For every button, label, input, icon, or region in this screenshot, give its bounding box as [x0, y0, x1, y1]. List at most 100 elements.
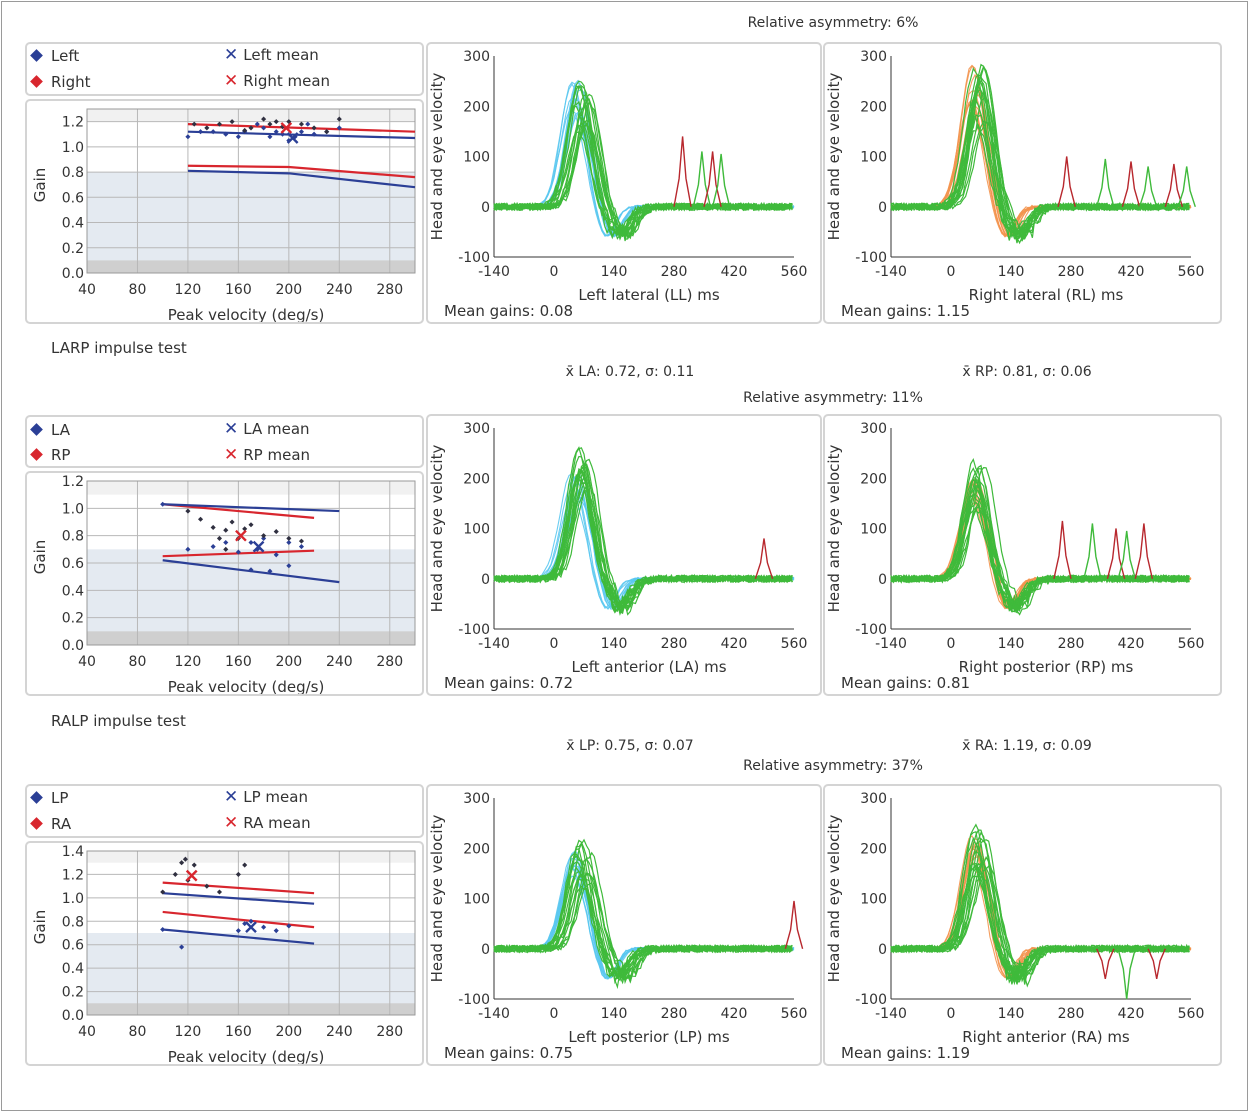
head-velocity-trace [493, 472, 795, 610]
x-tick-label: 240 [326, 282, 353, 298]
y-tick-label: 0.2 [62, 241, 84, 257]
y-tick-label: 0 [481, 572, 490, 588]
y-tick-label: 200 [860, 99, 887, 115]
data-point [191, 862, 197, 868]
eye-velocity-trace [890, 864, 1190, 982]
y-axis-label: Gain [31, 910, 49, 945]
saccade-trace [1177, 166, 1196, 208]
data-point [273, 529, 279, 535]
x-tick-label: 560 [1178, 636, 1205, 652]
head-velocity-trace [890, 494, 1192, 610]
x-tick-label: 560 [781, 636, 808, 652]
x-tick-label: 0 [947, 1006, 956, 1022]
mean-marker [252, 540, 265, 553]
section-label-larp: LARP impulse test [51, 339, 187, 357]
y-tick-label: 100 [860, 522, 887, 538]
x-tick-label: 280 [376, 282, 403, 298]
eye-velocity-trace [493, 488, 793, 611]
data-point [286, 535, 292, 541]
eye-velocity-trace [493, 885, 793, 985]
eye-velocity-trace [493, 105, 793, 240]
gain-panel-row1: 40 80 120 160 200 240 280 0.0 0.2 0.4 0.6 0.8 1.0 1.2… [25, 99, 424, 324]
normal-band-blue [162, 503, 340, 513]
x-tick-label: 140 [601, 264, 628, 280]
low-gain-region [87, 260, 415, 273]
x-tick-label: 140 [998, 264, 1025, 280]
x-tick-label: 0 [550, 1006, 559, 1022]
y-tick-label: 300 [860, 791, 887, 807]
eye-velocity-trace [890, 476, 1190, 612]
x-axis-label: Peak velocity (deg/s) [168, 1048, 325, 1064]
stats-left-row2: x̄ LA: 0.72, σ: 0.11 [565, 364, 695, 380]
abnormal-gain-region [87, 933, 415, 1015]
x-tick-label: 0 [947, 264, 956, 280]
x-tick-label: 280 [1058, 1006, 1085, 1022]
y-axis-label: Head and eye velocity [825, 815, 843, 983]
saccade-trace [1096, 158, 1115, 207]
y-tick-label: 0.0 [62, 266, 84, 282]
saccade-trace [1083, 523, 1102, 579]
y-axis-label: Head and eye velocity [825, 73, 843, 241]
head-velocity-trace [493, 486, 795, 610]
legend-row3: LP RA ✕ LP mean ✕ RA mean [25, 784, 424, 838]
head-velocity-trace [493, 476, 795, 609]
y-tick-label: 200 [463, 841, 490, 857]
head-velocity-trace [890, 501, 1192, 610]
plot-border [86, 108, 416, 274]
data-point [242, 862, 248, 868]
eye-velocity-trace [493, 873, 793, 979]
y-tick-label: 0.4 [62, 961, 84, 977]
velocity-trace-chart: -100 0 100 200 300 -140 0 140 280 420 560 Right lat… [825, 49, 1204, 320]
x-axis-label: Right anterior (RA) ms [962, 1028, 1130, 1046]
eye-velocity-trace [493, 458, 793, 616]
x-tick-label: -140 [478, 264, 510, 280]
legend-mean-a: ✕ LP mean [224, 787, 308, 807]
y-tick-label: 0.0 [62, 638, 84, 654]
mean-marker [245, 921, 257, 933]
y-axis-label: Head and eye velocity [428, 73, 446, 241]
red-x-icon: ✕ [224, 813, 239, 833]
eye-velocity-trace [493, 481, 793, 612]
data-point [197, 516, 204, 522]
x-tick-label: 200 [275, 282, 302, 298]
eye-velocity-trace [493, 478, 793, 614]
head-velocity-trace [890, 856, 1192, 979]
gain-panel-row2: 40 80 120 160 200 240 280 0.0 0.2 0.4 0.6 0.8 1.0 1.2… [25, 471, 424, 696]
y-tick-label: 0 [481, 200, 490, 216]
data-point [235, 134, 241, 140]
trace-panel-row2-right: -100 0 100 200 300 -140 0 140 280 420 560 Right pos… [823, 414, 1222, 696]
saccade-trace [1117, 530, 1136, 579]
x-tick-label: 560 [1178, 1006, 1205, 1022]
mean-marker [235, 529, 247, 542]
head-velocity-trace [493, 875, 795, 979]
data-point [197, 129, 204, 135]
red-diamond-icon [30, 448, 43, 461]
y-tick-label: 300 [463, 421, 490, 437]
data-point [216, 535, 223, 541]
y-tick-label: 300 [463, 49, 490, 65]
head-velocity-trace [493, 496, 795, 609]
eye-velocity-trace [890, 870, 1190, 983]
y-tick-label: 1.0 [62, 891, 84, 907]
blue-x-icon: ✕ [224, 45, 239, 65]
eye-velocity-trace [890, 875, 1190, 986]
eye-velocity-trace [493, 873, 793, 983]
y-tick-label: -100 [855, 992, 887, 1008]
x-tick-label: 160 [225, 1024, 252, 1040]
x-axis-label: Left posterior (LP) ms [568, 1028, 730, 1046]
x-tick-label: 80 [129, 282, 147, 298]
eye-velocity-trace [493, 464, 793, 616]
data-point [311, 125, 317, 131]
eye-velocity-trace [493, 469, 793, 613]
eye-velocity-trace [890, 479, 1190, 612]
blue-diamond-icon [30, 49, 43, 62]
y-tick-label: 0.4 [62, 216, 84, 232]
y-tick-label: 0.2 [62, 985, 84, 1001]
eye-velocity-trace [890, 829, 1190, 983]
x-tick-label: 0 [550, 636, 559, 652]
saccade-trace [673, 136, 692, 207]
data-point [223, 539, 229, 546]
eye-velocity-trace [493, 468, 793, 614]
eye-velocity-trace [890, 466, 1190, 611]
